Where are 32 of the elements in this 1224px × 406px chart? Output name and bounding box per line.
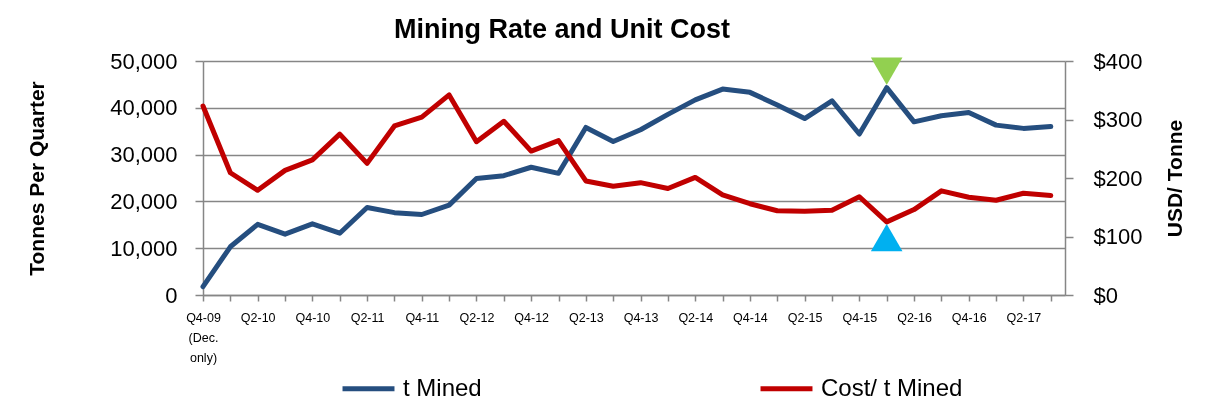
x-tick-label: Q4-11 (405, 310, 440, 325)
x-tick-label: Q2-16 (897, 310, 932, 325)
x-tick-label: Q2-14 (678, 310, 714, 325)
x-tick-label: Q2-17 (1006, 310, 1042, 325)
y-tick-label: 30,000 (110, 142, 178, 168)
x-tick-label: Q4-12 (514, 310, 550, 325)
chart-title: Mining Rate and Unit Cost (394, 14, 730, 44)
y2-tick-label: $0 (1093, 282, 1118, 308)
x-tick-label: Q4-15 (842, 310, 878, 325)
x-tick-label: Q2-15 (787, 310, 823, 325)
x-tick-label: Q2-11 (350, 310, 385, 325)
y-tick-label: 0 (165, 282, 178, 308)
y-tick-label: 50,000 (110, 48, 178, 74)
y-tick-label: 10,000 (110, 235, 178, 261)
y2-tick-label: $300 (1093, 107, 1143, 132)
y2-tick-label: $200 (1093, 165, 1143, 191)
y2-tick-label: $100 (1093, 224, 1143, 249)
x-tick-label: Q4-14 (733, 310, 768, 325)
x-tick-label: Q4-13 (623, 310, 659, 325)
x-tick-label: Q2-12 (459, 310, 495, 325)
x-tick-label: Q2-13 (568, 310, 604, 325)
legend-label: Cost/ t Mined (821, 373, 963, 401)
y-tick-label: 20,000 (110, 188, 178, 214)
y2-axis-title: USD/ Tonne (1163, 119, 1187, 238)
y-tick-label: 40,000 (110, 95, 178, 121)
x-tick-label: Q4-16 (951, 310, 987, 325)
x-tick-label: Q4-10 (295, 310, 331, 325)
legend-label: t Mined (403, 373, 482, 401)
y-axis-title: Tonnes Per Quarter (25, 81, 49, 276)
x-tick-label: Q4-09 (Dec. only) (186, 310, 221, 365)
x-tick-label: Q2-10 (240, 310, 276, 325)
y2-tick-label: $400 (1093, 48, 1143, 74)
